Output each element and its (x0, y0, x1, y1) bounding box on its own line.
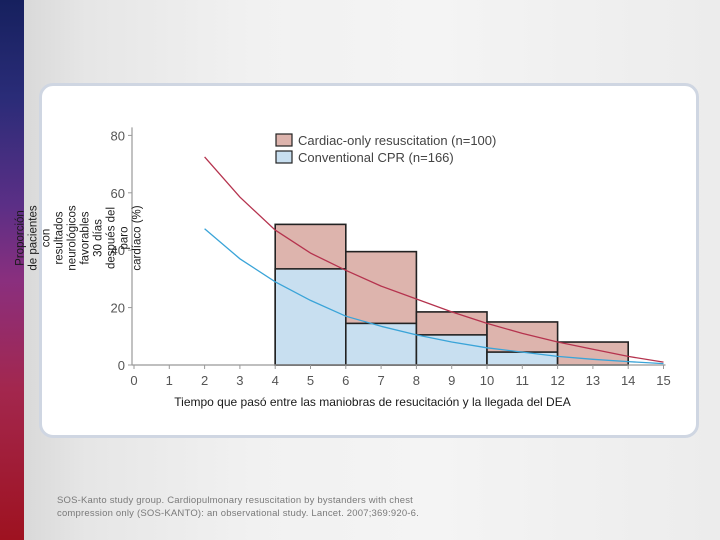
curve-cardiac-only (204, 156, 664, 363)
x-tick-label-15: 15 (656, 373, 670, 388)
x-tick-label-11: 11 (516, 373, 530, 388)
y-tick-label-80: 80 (111, 128, 125, 143)
x-tick-label-2: 2 (201, 373, 208, 388)
citation-line-2: compression only (SOS-KANTO): an observa… (57, 508, 419, 519)
x-tick-label-6: 6 (342, 373, 349, 388)
y-tick-label-40: 40 (111, 243, 125, 258)
y-tick-label-60: 60 (111, 186, 125, 201)
y-tick-label-20: 20 (111, 301, 125, 316)
y-tick-label-0: 0 (118, 358, 125, 373)
bar-conventional-cpr-3 (486, 351, 559, 366)
bar-conventional-cpr-2 (415, 334, 488, 366)
x-tick-label-13: 13 (586, 373, 600, 388)
x-tick-label-1: 1 (166, 373, 173, 388)
legend-label-conventional-cpr: Conventional CPR (n=166) (298, 150, 454, 165)
legend-swatch-conventional-cpr (275, 150, 293, 164)
legend-swatch-cardiac-only (275, 133, 293, 147)
citation-line-1: SOS-Kanto study group. Cardiopulmonary r… (57, 495, 413, 506)
decorative-side-bar (0, 0, 24, 540)
legend-label-cardiac-only: Cardiac-only resuscitation (n=100) (298, 133, 496, 148)
x-tick-label-5: 5 (307, 373, 314, 388)
x-tick-label-9: 9 (448, 373, 455, 388)
y-axis-title-text: Proporción de pacientes con resultados n… (15, 205, 145, 271)
x-tick-label-8: 8 (413, 373, 420, 388)
bar-conventional-cpr-0 (274, 268, 347, 366)
x-tick-label-4: 4 (272, 373, 279, 388)
citation: SOS-Kanto study group. Cardiopulmonary r… (57, 494, 477, 520)
x-axis-title: Tiempo que pasó entre las maniobras de r… (174, 395, 571, 409)
x-tick-label-3: 3 (236, 373, 243, 388)
x-tick-label-12: 12 (550, 373, 564, 388)
y-axis-title: Proporción de pacientes con resultados n… (15, 88, 144, 388)
x-tick-label-7: 7 (377, 373, 384, 388)
x-tick-label-0: 0 (130, 373, 137, 388)
bar-conventional-cpr-1 (344, 322, 418, 366)
curve-conventional-cpr (204, 228, 664, 365)
x-tick-label-10: 10 (480, 373, 494, 388)
x-tick-label-14: 14 (621, 373, 635, 388)
